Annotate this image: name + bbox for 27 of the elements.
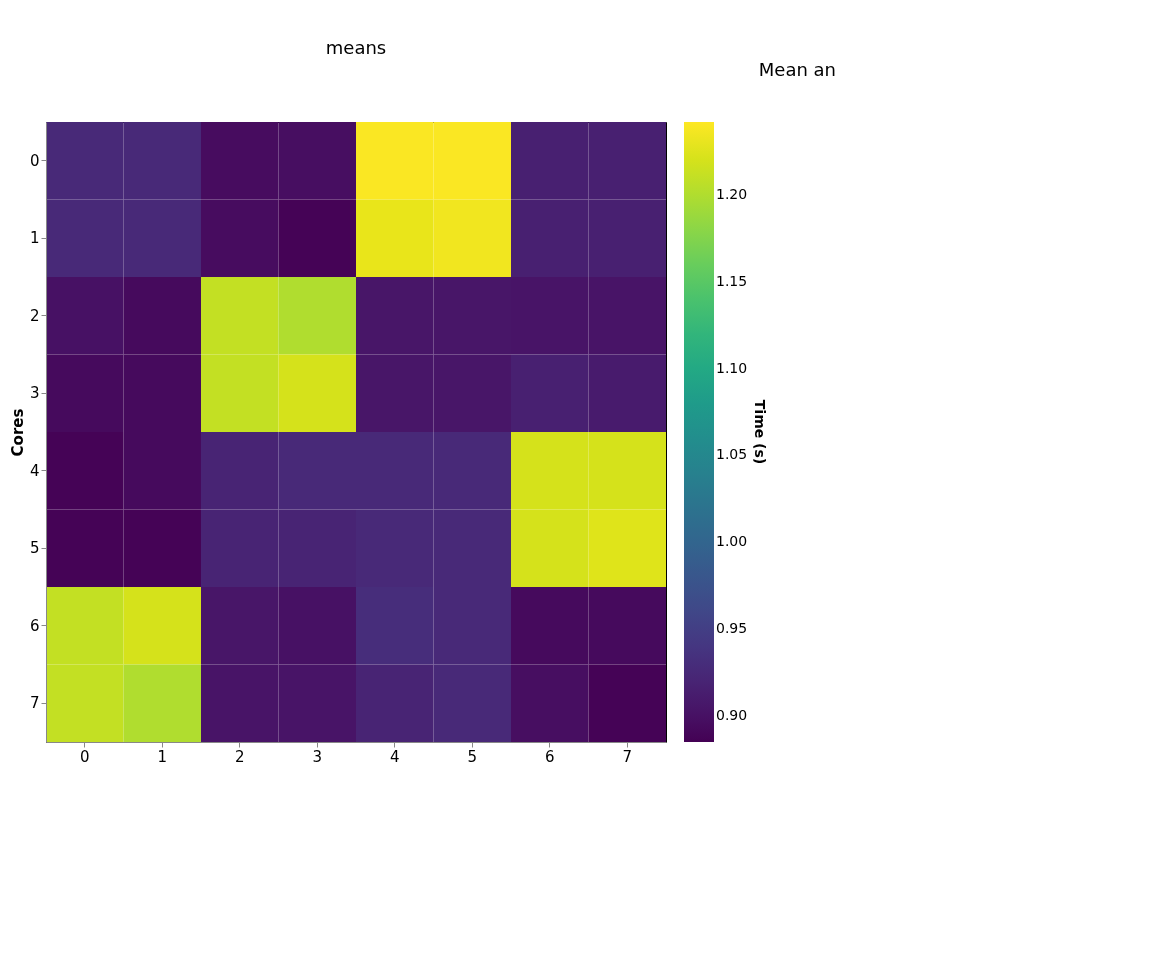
x-tick-label: 6 <box>544 747 555 766</box>
chart-title: means <box>325 37 387 58</box>
color-bar-label: 1.05 <box>716 446 748 463</box>
x-tick-label: 2 <box>234 747 245 766</box>
x-tick-label: 3 <box>312 747 323 766</box>
y-tick-label: 6 <box>29 616 40 635</box>
y-tick-label: 2 <box>29 306 40 325</box>
x-tick-label: 0 <box>79 747 90 766</box>
color-bar-label: 0.90 <box>716 706 748 723</box>
y-tick-label: 7 <box>29 694 40 713</box>
x-tick-label: 4 <box>389 747 400 766</box>
color-bar-title: Time (s) <box>752 399 768 465</box>
y-tick-label: 4 <box>29 461 40 480</box>
y-tick-label: 3 <box>29 384 40 403</box>
x-tick-label: 5 <box>467 747 478 766</box>
y-tick-label: 1 <box>29 229 40 248</box>
text: Mean an <box>758 59 836 80</box>
y-tick-label: 5 <box>29 539 40 558</box>
color-bar-label: 0.95 <box>716 620 748 637</box>
color-bar-label: 1.15 <box>716 272 748 289</box>
color-bar-label: 1.20 <box>716 185 748 202</box>
y-tick-label: 0 <box>29 151 40 170</box>
x-tick-label: 7 <box>622 747 633 766</box>
x-tick-label: 1 <box>157 747 168 766</box>
color-bar-label: 1.10 <box>716 359 748 376</box>
color-bar-label: 1.00 <box>716 533 748 550</box>
y-axis-title: Cores <box>8 408 27 457</box>
